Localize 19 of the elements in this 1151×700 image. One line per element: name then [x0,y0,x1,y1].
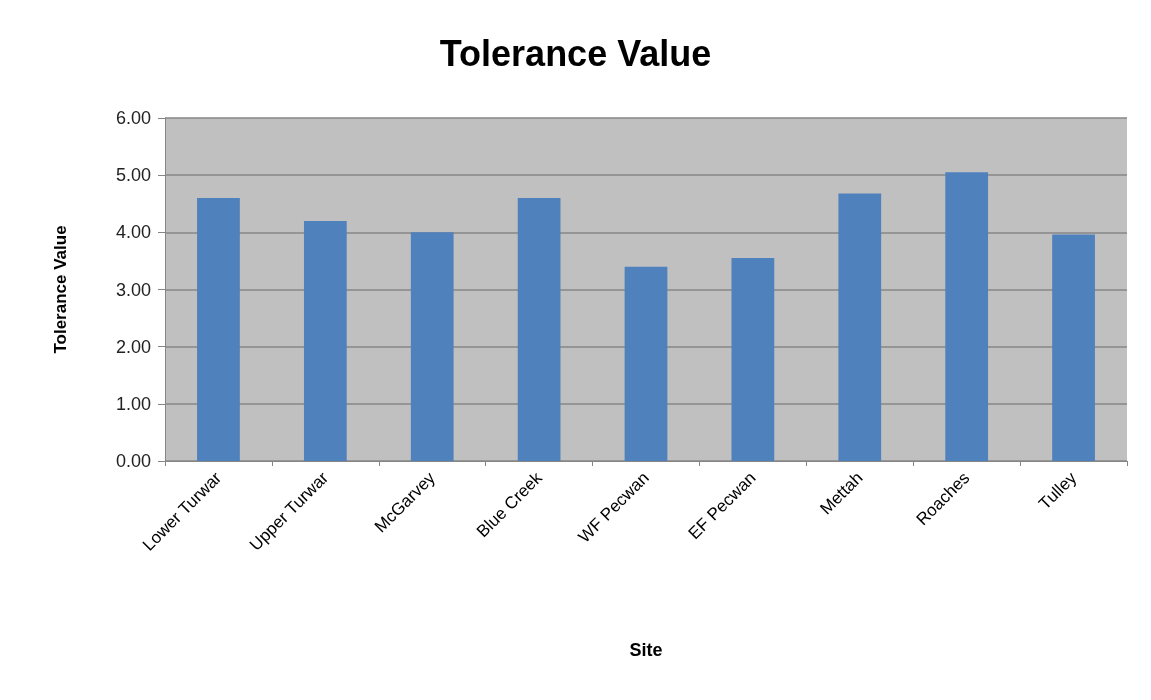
y-tick-label: 0.00 [115,451,151,471]
y-tick-label: 3.00 [115,279,151,300]
y-axis-title: Tolerance Value [51,225,70,354]
bar [517,198,561,461]
bar [731,258,775,461]
bar [624,266,668,461]
bar [410,232,454,461]
y-tick-label: 5.00 [115,165,151,186]
bar [303,220,347,461]
bar [1052,234,1095,461]
y-tick-label: 6.00 [115,108,151,128]
y-tick-label: 4.00 [115,222,151,243]
y-tick-label: 1.00 [115,393,151,414]
chart-title: Tolerance Value [439,32,712,74]
x-axis-title: Site [629,640,663,660]
bar [197,198,240,461]
bar [945,172,989,461]
y-tick-label: 2.00 [115,336,151,357]
bar [838,193,882,461]
